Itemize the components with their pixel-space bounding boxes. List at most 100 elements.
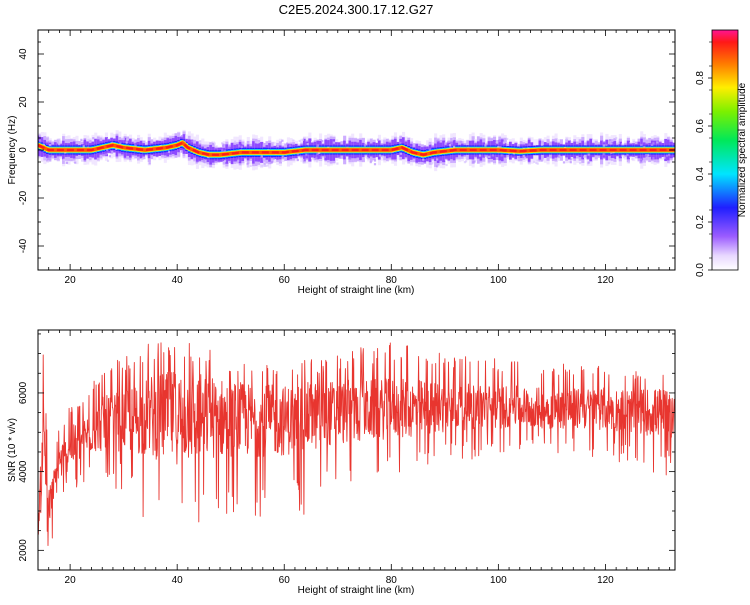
heatmap-speckle: [612, 158, 615, 161]
heatmap-speckle: [569, 161, 572, 164]
heatmap-speckle: [276, 144, 279, 148]
snr-x-tick-label: 120: [597, 575, 614, 586]
heatmap-speckle: [486, 155, 489, 159]
heatmap-speckle: [42, 143, 45, 147]
heatmap-speckle: [222, 143, 225, 146]
heatmap-speckle: [207, 156, 210, 159]
heatmap-speckle: [227, 146, 230, 149]
heatmap-speckle: [180, 135, 184, 138]
heatmap-speckle: [316, 144, 319, 147]
heatmap-speckle: [292, 139, 295, 142]
heatmap-speckle: [296, 158, 299, 162]
heatmap-speckle: [210, 141, 213, 144]
colorbar-label: Normalized spectral amplitude: [737, 82, 748, 217]
spectrogram-y-tick-label: -40: [18, 238, 29, 253]
heatmap-speckle: [499, 145, 502, 148]
heatmap-speckle: [445, 163, 448, 167]
heatmap-speckle: [266, 164, 269, 167]
heatmap-speckle: [615, 136, 618, 140]
heatmap-speckle: [640, 143, 643, 147]
heatmap-speckle: [399, 152, 402, 155]
heatmap-speckle: [450, 142, 453, 145]
heatmap-speckle: [63, 158, 66, 161]
snr-axes: 20 40 60 80 100 120 2000 4000 6000: [18, 330, 675, 586]
heatmap-speckle: [260, 155, 263, 158]
heatmap-speckle: [289, 144, 292, 147]
snr-panel: 20 40 60 80 100 120 2000 4000 6000 Height of str…: [7, 329, 676, 596]
heatmap-speckle: [366, 156, 369, 160]
heatmap-speckle: [223, 149, 226, 153]
heatmap-speckle: [211, 142, 214, 145]
heatmap-speckle: [270, 161, 273, 164]
heatmap-speckle: [338, 156, 341, 159]
heatmap-speckle: [316, 152, 319, 155]
heatmap-speckle: [349, 157, 352, 160]
heatmap-speckle: [428, 142, 431, 145]
heatmap-speckle: [221, 142, 224, 145]
heatmap-speckle: [43, 157, 46, 160]
heatmap-speckle: [246, 165, 249, 168]
colorbar-tick-label: 0.4: [695, 167, 706, 181]
heatmap-speckle: [453, 145, 456, 148]
heatmap-speckle: [272, 141, 275, 144]
heatmap-speckle: [65, 161, 69, 164]
heatmap-speckle: [666, 154, 669, 157]
heatmap-speckle: [663, 156, 666, 159]
heatmap-speckle: [652, 157, 655, 160]
heatmap-speckle: [610, 142, 613, 145]
heatmap-speckle: [302, 158, 305, 161]
chart-title: C2E5.2024.300.17.12.G27: [279, 2, 434, 17]
heatmap-speckle: [668, 153, 671, 156]
heatmap-speckle: [541, 159, 544, 162]
heatmap-speckle: [82, 145, 85, 148]
heatmap-speckle: [452, 138, 455, 141]
heatmap-speckle: [191, 140, 194, 143]
heatmap-speckle: [246, 163, 249, 166]
heatmap-speckle: [535, 161, 538, 164]
heatmap-speckle: [627, 161, 630, 164]
spectrogram-axes: 20 40 60 80 100 120 40 20 0 -20 -40: [18, 29, 675, 286]
spectrogram-x-label: Height of straight line (km): [298, 285, 415, 296]
heatmap-speckle: [602, 153, 605, 156]
heatmap-speckle: [221, 145, 225, 148]
heatmap-speckle: [449, 144, 452, 147]
heatmap-speckle: [233, 140, 237, 143]
heatmap-speckle: [106, 159, 110, 162]
snr-x-tick-label: 20: [65, 575, 77, 586]
spectrogram-heatmap: [38, 129, 675, 172]
heatmap-speckle: [318, 151, 321, 154]
heatmap-speckle: [369, 161, 372, 164]
heatmap-speckle: [436, 158, 439, 161]
spectrogram-panel: 20 40 60 80 100 120 40 20 0 -20 -40 Height of stra…: [7, 29, 676, 296]
heatmap-speckle: [502, 141, 506, 144]
heatmap-speckle: [632, 140, 635, 143]
heatmap-speckle: [148, 162, 151, 165]
heatmap-speckle: [378, 154, 382, 157]
heatmap-speckle: [119, 142, 122, 145]
heatmap-speckle: [129, 158, 132, 161]
spectrogram-x-tick-label: 100: [490, 275, 507, 286]
heatmap-speckle: [102, 154, 105, 157]
heatmap-speckle: [48, 154, 51, 158]
heatmap-speckle: [647, 154, 650, 157]
heatmap-speckle: [609, 142, 612, 145]
heatmap-speckle: [500, 154, 503, 157]
heatmap-speckle: [491, 154, 494, 157]
heatmap-speckle: [249, 164, 252, 167]
heatmap-speckle: [506, 137, 509, 141]
heatmap-speckle: [320, 158, 323, 162]
heatmap-speckle: [199, 140, 202, 143]
heatmap-speckle: [133, 141, 136, 144]
heatmap-speckle: [587, 161, 590, 164]
heatmap-speckle: [602, 144, 605, 147]
heatmap-speckle: [49, 144, 52, 147]
heatmap-speckle: [59, 140, 62, 143]
snr-y-tick-label: 2000: [18, 539, 29, 562]
heatmap-speckle: [497, 145, 500, 149]
heatmap-speckle: [383, 139, 386, 142]
spectrogram-y-label: Frequency (Hz): [7, 116, 18, 185]
heatmap-speckle: [286, 142, 289, 145]
heatmap-speckle: [115, 147, 118, 150]
heatmap-speckle: [58, 138, 61, 141]
heatmap-speckle: [263, 162, 266, 165]
